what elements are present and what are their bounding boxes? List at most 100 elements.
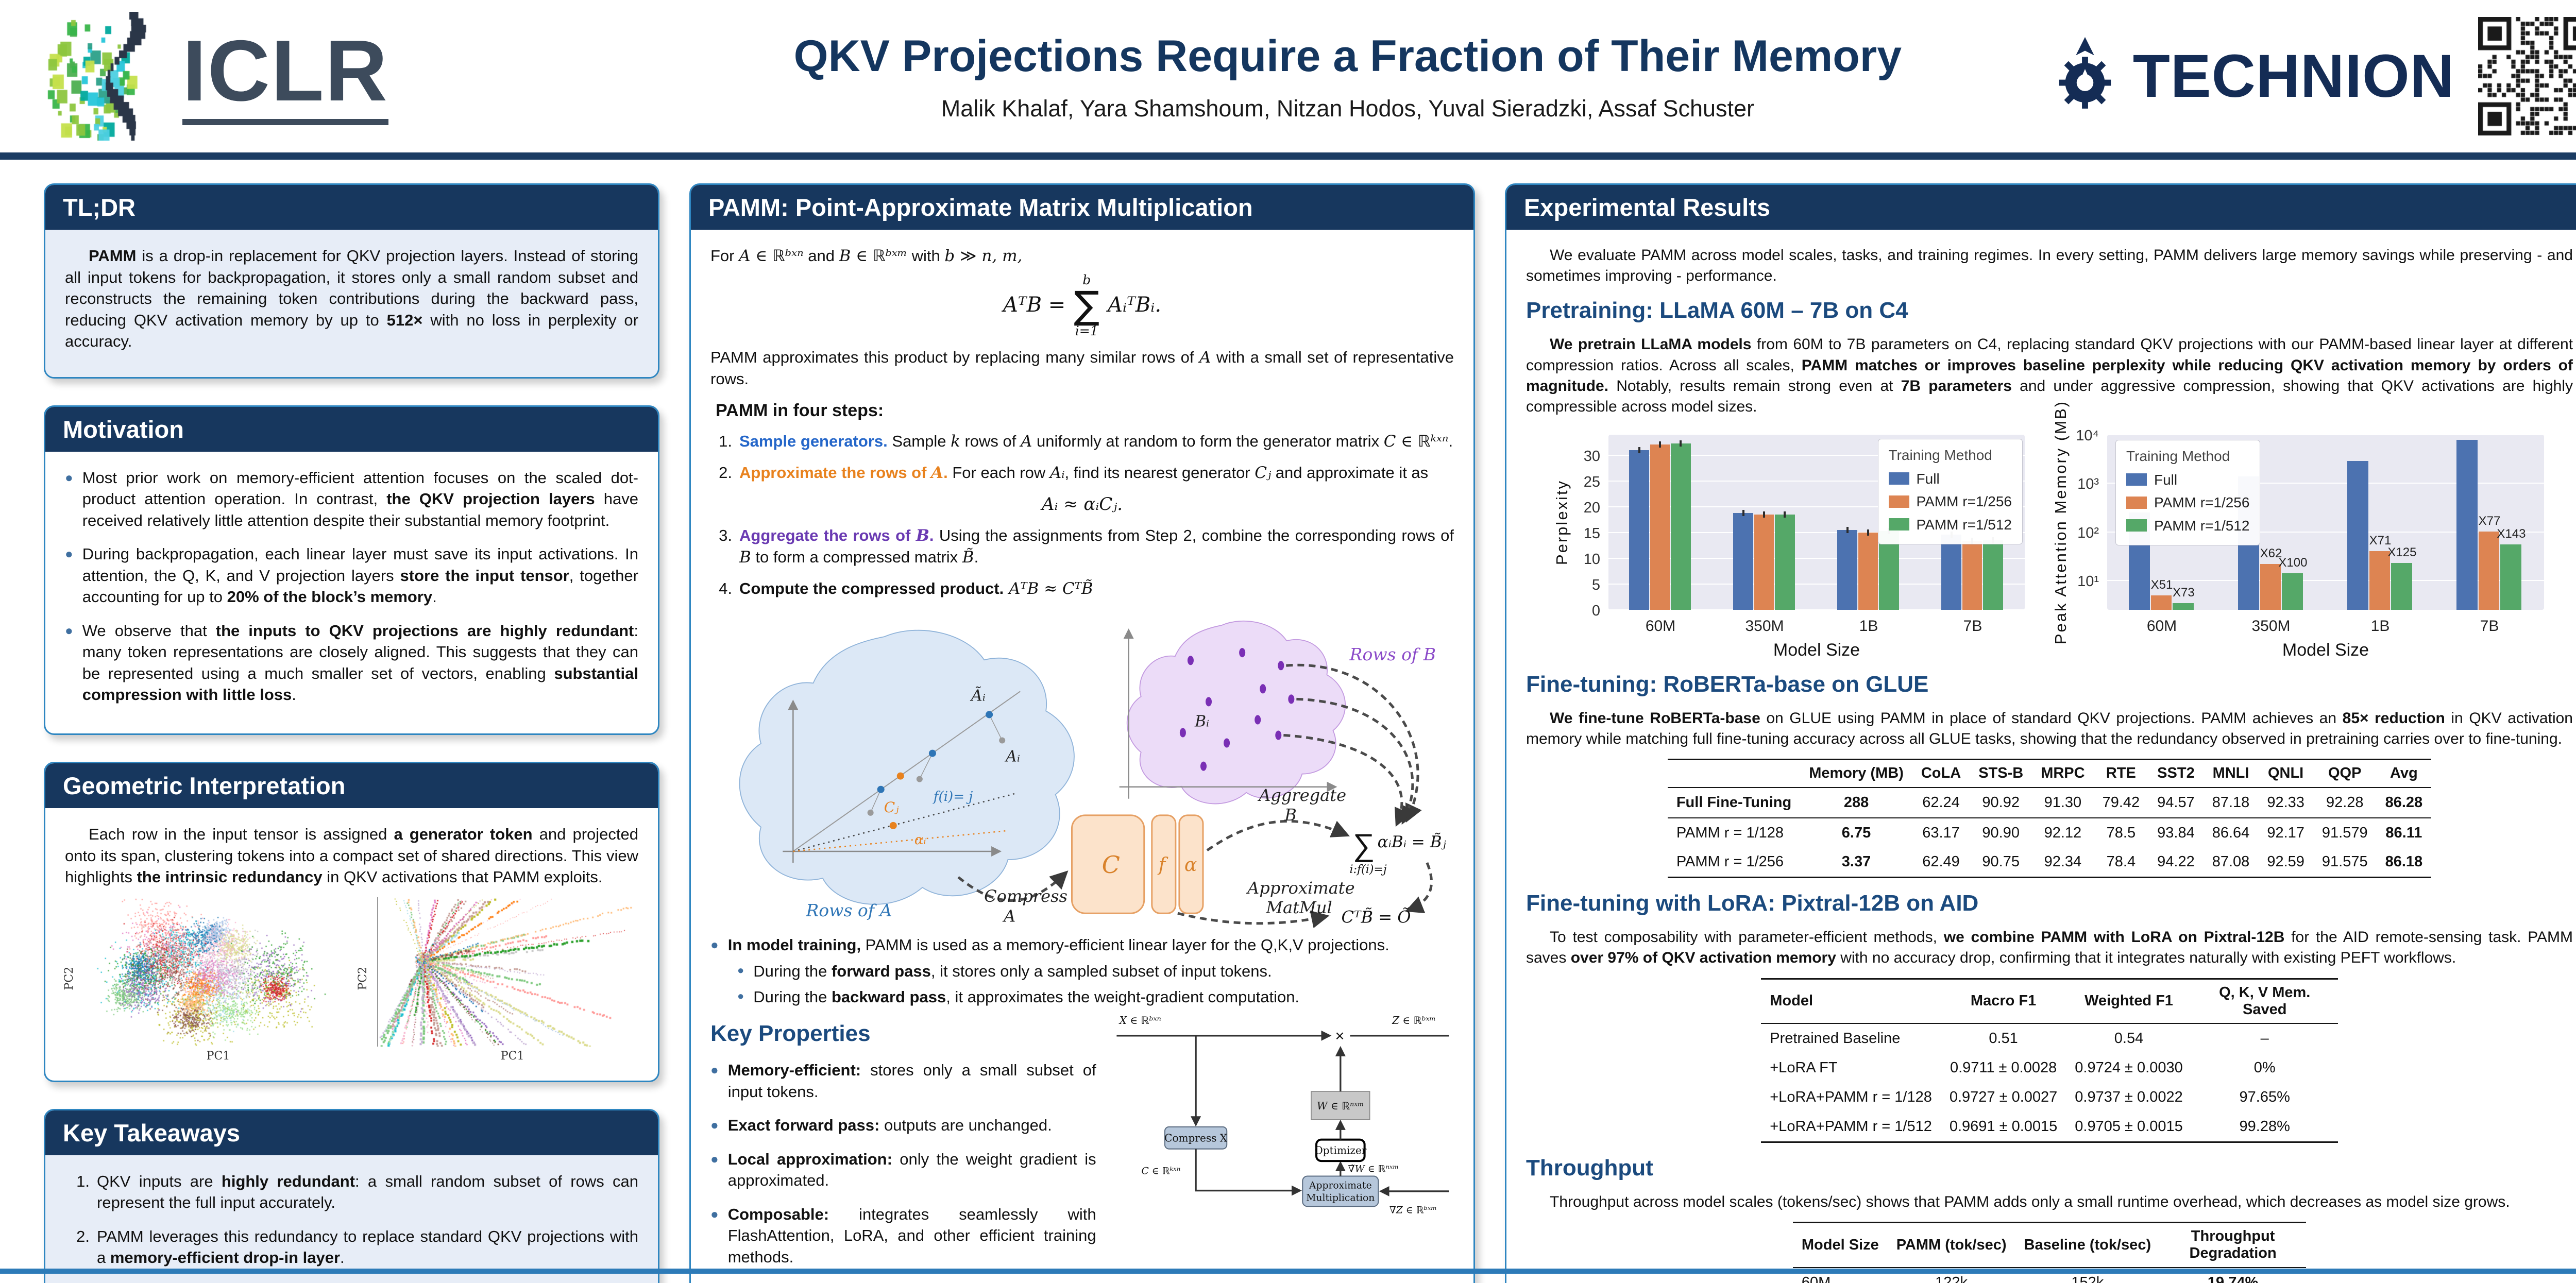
bullet-icon: ● bbox=[710, 1151, 719, 1167]
c-box-label: C bbox=[1102, 851, 1120, 879]
memory-bar-chart: 10¹ 10² 10³ 10⁴ 60M X51 X73 350M X62 X100 1B X71 X12… bbox=[2046, 400, 2551, 660]
glue-text: We fine-tune RoBERTa-base on GLUE using … bbox=[1526, 710, 2573, 748]
training-sub-bullet: ● During the forward pass, it stores onl… bbox=[737, 961, 1454, 982]
left-column: TL;DR PAMM is a drop-in replacement for … bbox=[44, 183, 659, 1283]
header: ICLR QKV Projections Require a Fraction … bbox=[0, 0, 2576, 160]
motivation-panel: Motivation ● Most prior work on memory-e… bbox=[44, 405, 659, 735]
throughput-table-wrap: Model Size PAMM (tok/sec) Baseline (tok/se… bbox=[1526, 1222, 2573, 1283]
bullet-icon: ● bbox=[710, 1117, 719, 1133]
aggregate-sum-limits: i:f(i)=j bbox=[1350, 863, 1387, 876]
flow-gradz-label: ∇Z ∈ ℝᵇˣᵐ bbox=[1389, 1205, 1436, 1216]
a-tilde-label: Ãᵢ bbox=[970, 687, 986, 705]
glue-table: Memory (MB) CoLA STS-B MRPC RTE SST2 MNLI QNLI Q… bbox=[1667, 759, 2432, 878]
motivation-bullet-text: During backpropagation, each linear laye… bbox=[82, 545, 638, 606]
pca-xlabel: PC1 bbox=[500, 1050, 524, 1063]
motivation-bullet-text: Most prior work on memory-efficient atte… bbox=[82, 468, 638, 529]
results-panel: Experimental Results We evaluate PAMM ac… bbox=[1505, 183, 2576, 1283]
results-panel-title: Experimental Results bbox=[1506, 185, 2576, 230]
aggregate-sum-rhs: αᵢBᵢ = B̃ⱼ bbox=[1378, 833, 1447, 852]
training-sub-bullet: ● During the backward pass, it approxima… bbox=[737, 986, 1454, 1008]
step-2-formula: Aᵢ ≈ αᵢCⱼ. bbox=[1041, 494, 1123, 515]
item-number: 2. bbox=[76, 1227, 90, 1245]
step-number: 2. bbox=[719, 463, 732, 482]
c-j-label: Cⱼ bbox=[884, 799, 899, 816]
rows-of-a-label: Rows of A bbox=[805, 901, 892, 921]
table-row: PAMM r = 1/128 6.75 63.17 90.90 92.12 78.5 93.… bbox=[1667, 817, 2432, 848]
table-row: PAMM r = 1/256 3.37 62.49 90.75 92.34 78.4 94.… bbox=[1667, 847, 2432, 878]
takeaway-item: 1. QKV inputs are highly redundant: a sm… bbox=[65, 1171, 638, 1213]
approx-mult-box-line2: Multiplication bbox=[1306, 1193, 1375, 1204]
key-properties-section: Key Properties ● Memory-efficient: store… bbox=[710, 1012, 1454, 1280]
lora-heading: Fine-tuning with LoRA: Pixtral-12B on AI… bbox=[1526, 891, 1979, 916]
property-bullet: ● Local approximation: only the weight g… bbox=[710, 1149, 1096, 1191]
geometric-panel-title: Geometric Interpretation bbox=[45, 763, 658, 808]
sigma-icon: ∑ bbox=[1074, 283, 1100, 328]
technion-wordmark: TECHNION bbox=[2132, 42, 2454, 110]
geometric-text: Each row in the input tensor is assigned… bbox=[65, 825, 639, 886]
technion-logo: TECHNION bbox=[2046, 32, 2454, 120]
takeaway-text: QKV inputs are highly redundant: a small… bbox=[97, 1172, 639, 1212]
flow-gradw-label: ∇̃W ∈ ℝⁿˣᵐ bbox=[1348, 1164, 1399, 1175]
bullet-icon: ● bbox=[65, 622, 73, 638]
b-i-label: Bᵢ bbox=[1194, 713, 1209, 731]
poster-title: QKV Projections Require a Fraction of Th… bbox=[793, 31, 1902, 81]
f-i-j-label: f(i)= j bbox=[933, 789, 973, 805]
pamm-intro: For A ∈ ℝᵇˣⁿ and B ∈ ℝᵇˣᵐ with b ≫ n, m, bbox=[710, 247, 1023, 265]
training-bullet: ● In model training, PAMM is used as a m… bbox=[710, 934, 1454, 956]
property-text: Memory-efficient: stores only a small su… bbox=[727, 1061, 1096, 1101]
property-bullet: ● Exact forward pass: outputs are unchan… bbox=[710, 1115, 1096, 1136]
glue-heading: Fine-tuning: RoBERTa-base on GLUE bbox=[1526, 672, 1929, 697]
training-text: In model training, PAMM is used as a mem… bbox=[727, 935, 1389, 954]
tldr-panel: TL;DR PAMM is a drop-in replacement for … bbox=[44, 183, 659, 379]
rows-of-b-label: Rows of B bbox=[1349, 645, 1436, 665]
poster-body: TL;DR PAMM is a drop-in replacement for … bbox=[0, 160, 2576, 1283]
pca-figures: PC2 PC1 PC2 PC1 bbox=[63, 897, 638, 1065]
step-text: Aggregate the rows of B. Using the assig… bbox=[739, 526, 1454, 567]
iclr-wordmark: ICLR bbox=[182, 27, 388, 125]
table-row: 60M 122k 152k 19.74% bbox=[1801, 1274, 2259, 1283]
step-number: 4. bbox=[719, 579, 732, 597]
pamm-panel-title: PAMM: Point-Approximate Matrix Multiplic… bbox=[691, 185, 1473, 230]
property-text: Exact forward pass: outputs are unchange… bbox=[727, 1116, 1052, 1135]
takeaways-panel-title: Key Takeaways bbox=[45, 1110, 658, 1155]
pamm-concept-diagram: Ãᵢ Aᵢ Cⱼ f(i)= j αᵢ Rows of A bbox=[739, 621, 1447, 929]
property-bullet: ● Composable: integrates seamlessly with… bbox=[710, 1204, 1096, 1268]
pca-scatter-clustered: PC2 PC1 bbox=[357, 897, 638, 1065]
approx-mult-box-line1: Approximate bbox=[1309, 1181, 1372, 1191]
pamm-step-2: 2. Approximate the rows of A. For each r… bbox=[710, 462, 1454, 484]
pca-ylabel: PC2 bbox=[63, 966, 76, 990]
pca-ylabel: PC2 bbox=[357, 966, 370, 990]
bullet-icon: ● bbox=[737, 989, 744, 1002]
throughput-heading: Throughput bbox=[1526, 1155, 1653, 1181]
bottom-frame-line bbox=[0, 1269, 2576, 1274]
table-row: +LoRA FT 0.9711 ± 0.0028 0.9724 ± 0.0030 0% bbox=[1770, 1059, 2276, 1076]
compress-x-box: Compress X bbox=[1164, 1132, 1228, 1144]
step-text: Sample generators. Sample k rows of A un… bbox=[739, 432, 1453, 451]
pretraining-text: We pretrain LLaMA models from 60M to 7B … bbox=[1526, 336, 2573, 415]
step-number: 1. bbox=[719, 432, 732, 451]
motivation-bullet: ● Most prior work on memory-efficient at… bbox=[65, 467, 638, 532]
pamm-step-3: 3. Aggregate the rows of B. Using the as… bbox=[710, 525, 1454, 569]
iclr-brand: ICLR bbox=[41, 12, 649, 141]
pca-xlabel: PC1 bbox=[206, 1050, 230, 1063]
bullet-icon: ● bbox=[710, 1206, 719, 1222]
throughput-text: Throughput across model scales (tokens/s… bbox=[1550, 1193, 2510, 1210]
qr-code bbox=[2478, 17, 2576, 135]
takeaway-text: PAMM leverages this redundancy to replac… bbox=[97, 1227, 638, 1267]
bullet-icon: ● bbox=[737, 964, 744, 977]
middle-column: PAMM: Point-Approximate Matrix Multiplic… bbox=[689, 183, 1475, 1283]
pamm-main-formula: AᵀB = b ∑ i=1 AᵢᵀBᵢ. bbox=[710, 273, 1454, 337]
training-flow-diagram: × X ∈ ℝᵇˣⁿ Z ∈ ℝᵇˣᵐ Compress X C ∈ ℝᵏˣⁿ bbox=[1116, 1014, 1449, 1216]
sum-upper-limit: b bbox=[1082, 272, 1091, 287]
approx-matmul-label-2: MatMul bbox=[1265, 898, 1332, 918]
perplexity-bar-chart: 0 5 10 15 20 25 30 60M 350M 1B 7B Model Size Perplex… bbox=[1548, 426, 2032, 660]
multiply-node: × bbox=[1335, 1027, 1344, 1045]
property-text: Composable: integrates seamlessly with F… bbox=[727, 1205, 1096, 1267]
bullet-icon: ● bbox=[65, 469, 73, 485]
item-number: 1. bbox=[76, 1172, 90, 1190]
glue-table-wrap: Memory (MB) CoLA STS-B MRPC RTE SST2 MNLI QNLI Q… bbox=[1526, 759, 2573, 878]
pca-scatter-clustered-canvas bbox=[377, 897, 638, 1047]
poster-authors: Malik Khalaf, Yara Shamshoum, Nitzan Hod… bbox=[941, 95, 1755, 122]
iclr-logo-icon bbox=[41, 12, 170, 141]
